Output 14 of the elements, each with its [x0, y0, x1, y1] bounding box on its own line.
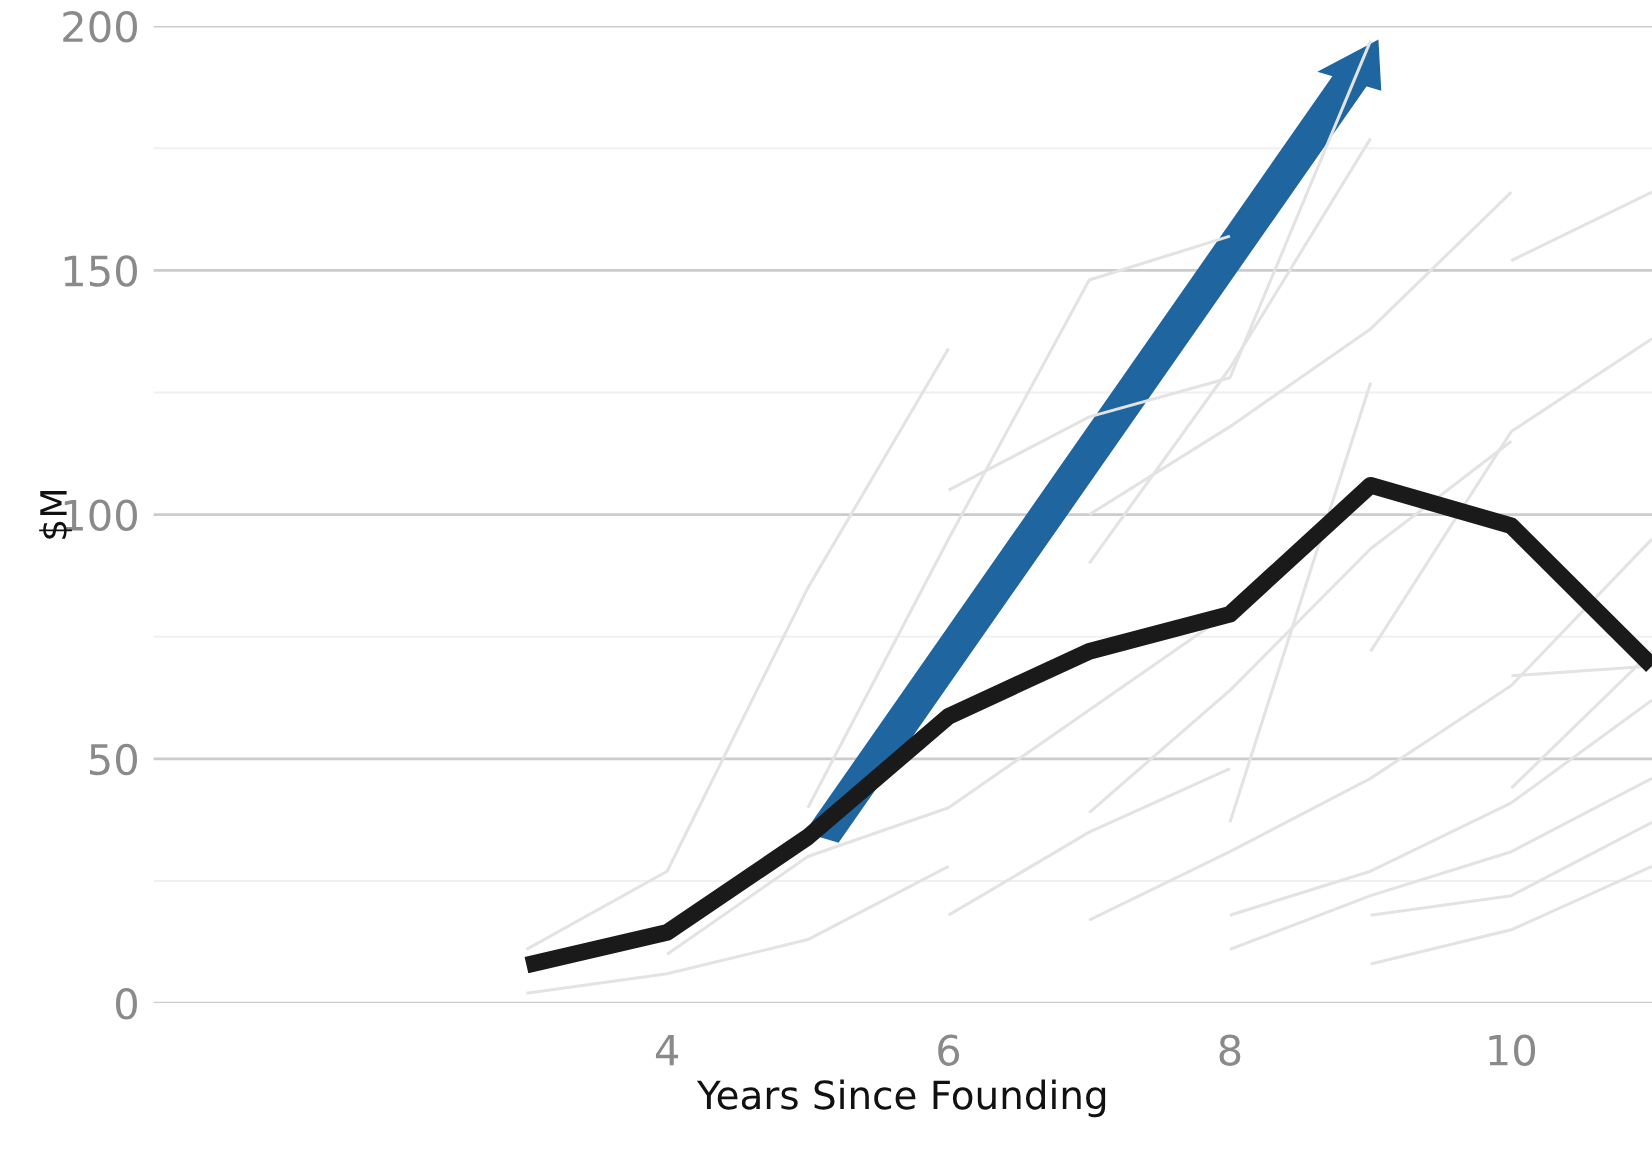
x-tick-label: 8 [1219, 1034, 1241, 1066]
x-axis-title: Years Since Founding [696, 1079, 1106, 1118]
y-tick-label: 0 [115, 988, 137, 1020]
line-series [1087, 537, 1652, 922]
x-tick-label: 6 [938, 1034, 960, 1066]
x-tick-label: 10 [1489, 1034, 1536, 1066]
line-series [524, 346, 951, 951]
x-tick-label: 4 [655, 1034, 679, 1066]
line-series [1228, 698, 1652, 917]
line-series [524, 864, 951, 995]
y-tick-label: 50 [89, 743, 137, 776]
y-tick-label: 150 [64, 255, 137, 287]
y-tick-label: 200 [63, 10, 137, 43]
line-series [1228, 776, 1652, 951]
